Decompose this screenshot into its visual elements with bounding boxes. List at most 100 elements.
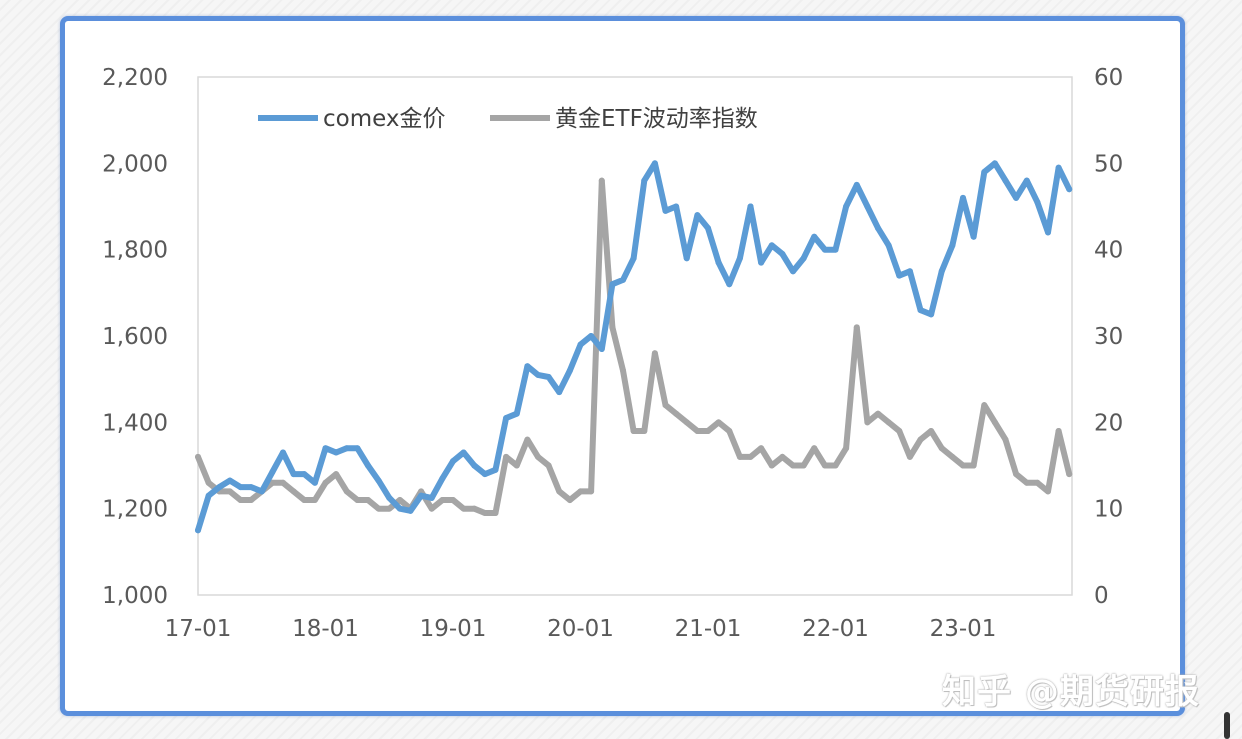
data-point-comex bbox=[885, 242, 892, 249]
data-point-etf-vol bbox=[1045, 488, 1051, 495]
data-point-etf-vol bbox=[726, 427, 733, 434]
data-point-comex bbox=[779, 250, 786, 257]
data-point-etf-vol bbox=[938, 445, 945, 452]
data-point-comex bbox=[1055, 164, 1062, 171]
x-tick-label: 19-01 bbox=[420, 616, 487, 642]
data-point-comex bbox=[949, 242, 956, 249]
data-point-comex bbox=[747, 203, 754, 210]
data-point-etf-vol bbox=[577, 488, 584, 495]
x-tick-label: 17-01 bbox=[165, 616, 232, 642]
data-point-comex bbox=[418, 492, 425, 499]
data-point-etf-vol bbox=[503, 453, 510, 460]
data-point-comex bbox=[705, 225, 711, 232]
x-tick-label: 23-01 bbox=[930, 616, 997, 642]
data-point-etf-vol bbox=[418, 488, 425, 495]
data-point-etf-vol bbox=[535, 453, 541, 460]
data-point-etf-vol bbox=[885, 419, 892, 426]
data-point-comex bbox=[205, 492, 212, 499]
data-point-etf-vol bbox=[875, 410, 881, 417]
data-point-etf-vol bbox=[280, 479, 286, 486]
data-point-comex bbox=[386, 494, 393, 501]
data-point-etf-vol bbox=[439, 497, 446, 504]
data-point-etf-vol bbox=[1023, 479, 1030, 486]
data-point-comex bbox=[620, 276, 626, 283]
data-point-comex bbox=[651, 160, 658, 167]
data-point-etf-vol bbox=[311, 497, 318, 504]
data-point-etf-vol bbox=[747, 453, 754, 460]
data-point-comex bbox=[513, 410, 520, 417]
data-point-comex bbox=[1023, 177, 1030, 184]
data-point-comex bbox=[354, 445, 361, 452]
data-point-etf-vol bbox=[991, 419, 998, 426]
data-point-etf-vol bbox=[694, 427, 701, 434]
data-point-etf-vol bbox=[768, 462, 775, 469]
data-point-comex bbox=[800, 255, 807, 262]
data-point-comex bbox=[715, 259, 722, 266]
data-point-etf-vol bbox=[1066, 471, 1073, 478]
data-point-etf-vol bbox=[779, 453, 786, 460]
data-point-etf-vol bbox=[598, 177, 605, 184]
data-point-etf-vol bbox=[705, 427, 711, 434]
data-point-etf-vol bbox=[821, 462, 828, 469]
data-point-etf-vol bbox=[322, 479, 329, 486]
data-point-etf-vol bbox=[375, 505, 382, 512]
data-point-etf-vol bbox=[396, 497, 403, 504]
data-point-comex bbox=[662, 207, 669, 214]
x-tick-label: 22-01 bbox=[802, 616, 869, 642]
data-point-etf-vol bbox=[566, 497, 573, 504]
data-point-comex bbox=[545, 374, 552, 381]
data-point-etf-vol bbox=[609, 324, 616, 331]
right-tick-label: 40 bbox=[1094, 238, 1123, 264]
legend: comex金价 黄金ETF波动率指数 bbox=[258, 106, 758, 132]
right-tick-label: 0 bbox=[1094, 583, 1109, 609]
data-point-etf-vol bbox=[492, 509, 499, 516]
data-point-etf-vol bbox=[481, 509, 488, 516]
right-tick-label: 60 bbox=[1094, 65, 1123, 91]
data-point-etf-vol bbox=[248, 497, 255, 504]
right-tick-label: 30 bbox=[1094, 324, 1123, 350]
data-point-etf-vol bbox=[683, 419, 690, 426]
data-point-comex bbox=[790, 268, 796, 275]
data-point-etf-vol bbox=[290, 488, 297, 495]
data-point-comex bbox=[481, 471, 488, 478]
data-point-comex bbox=[258, 488, 265, 495]
data-point-comex bbox=[928, 311, 935, 318]
left-tick-label: 1,800 bbox=[102, 238, 168, 264]
data-point-etf-vol bbox=[226, 488, 233, 495]
data-point-comex bbox=[758, 259, 765, 266]
watermark: 知乎 @期货研报 bbox=[942, 672, 1200, 712]
data-point-comex bbox=[503, 415, 510, 422]
data-point-etf-vol bbox=[556, 488, 563, 495]
left-axis-ticks: 1,000 1,200 1,400 1,600 1,800 2,000 2,200 bbox=[102, 65, 168, 609]
data-point-comex bbox=[269, 468, 276, 475]
data-point-etf-vol bbox=[960, 462, 966, 469]
data-point-etf-vol bbox=[651, 350, 658, 357]
data-point-comex bbox=[216, 484, 223, 491]
data-point-comex bbox=[896, 272, 903, 279]
data-point-comex bbox=[981, 168, 988, 175]
data-point-etf-vol bbox=[471, 505, 478, 512]
data-point-comex bbox=[535, 371, 541, 378]
data-point-etf-vol bbox=[620, 367, 626, 374]
data-point-comex bbox=[237, 484, 244, 491]
data-point-etf-vol bbox=[301, 497, 308, 504]
data-point-etf-vol bbox=[1034, 479, 1041, 486]
x-tick-label: 20-01 bbox=[547, 616, 614, 642]
scrollbar-handle[interactable] bbox=[1224, 712, 1230, 739]
data-point-etf-vol bbox=[715, 419, 722, 426]
left-tick-label: 1,400 bbox=[102, 410, 168, 436]
x-axis-ticks: 17-01 18-01 19-01 20-01 21-01 22-01 23-01 bbox=[165, 616, 997, 642]
data-point-comex bbox=[1013, 194, 1020, 201]
data-point-etf-vol bbox=[864, 419, 871, 426]
data-point-etf-vol bbox=[365, 497, 371, 504]
data-point-comex bbox=[460, 449, 467, 456]
data-point-etf-vol bbox=[736, 453, 743, 460]
series-line-etf-vol bbox=[195, 177, 1073, 516]
data-point-comex bbox=[906, 268, 913, 275]
data-point-comex bbox=[471, 462, 478, 469]
data-point-comex bbox=[343, 445, 350, 452]
data-point-comex bbox=[1034, 199, 1041, 206]
legend-label-etf-vol: 黄金ETF波动率指数 bbox=[555, 106, 758, 132]
data-point-etf-vol bbox=[800, 462, 807, 469]
